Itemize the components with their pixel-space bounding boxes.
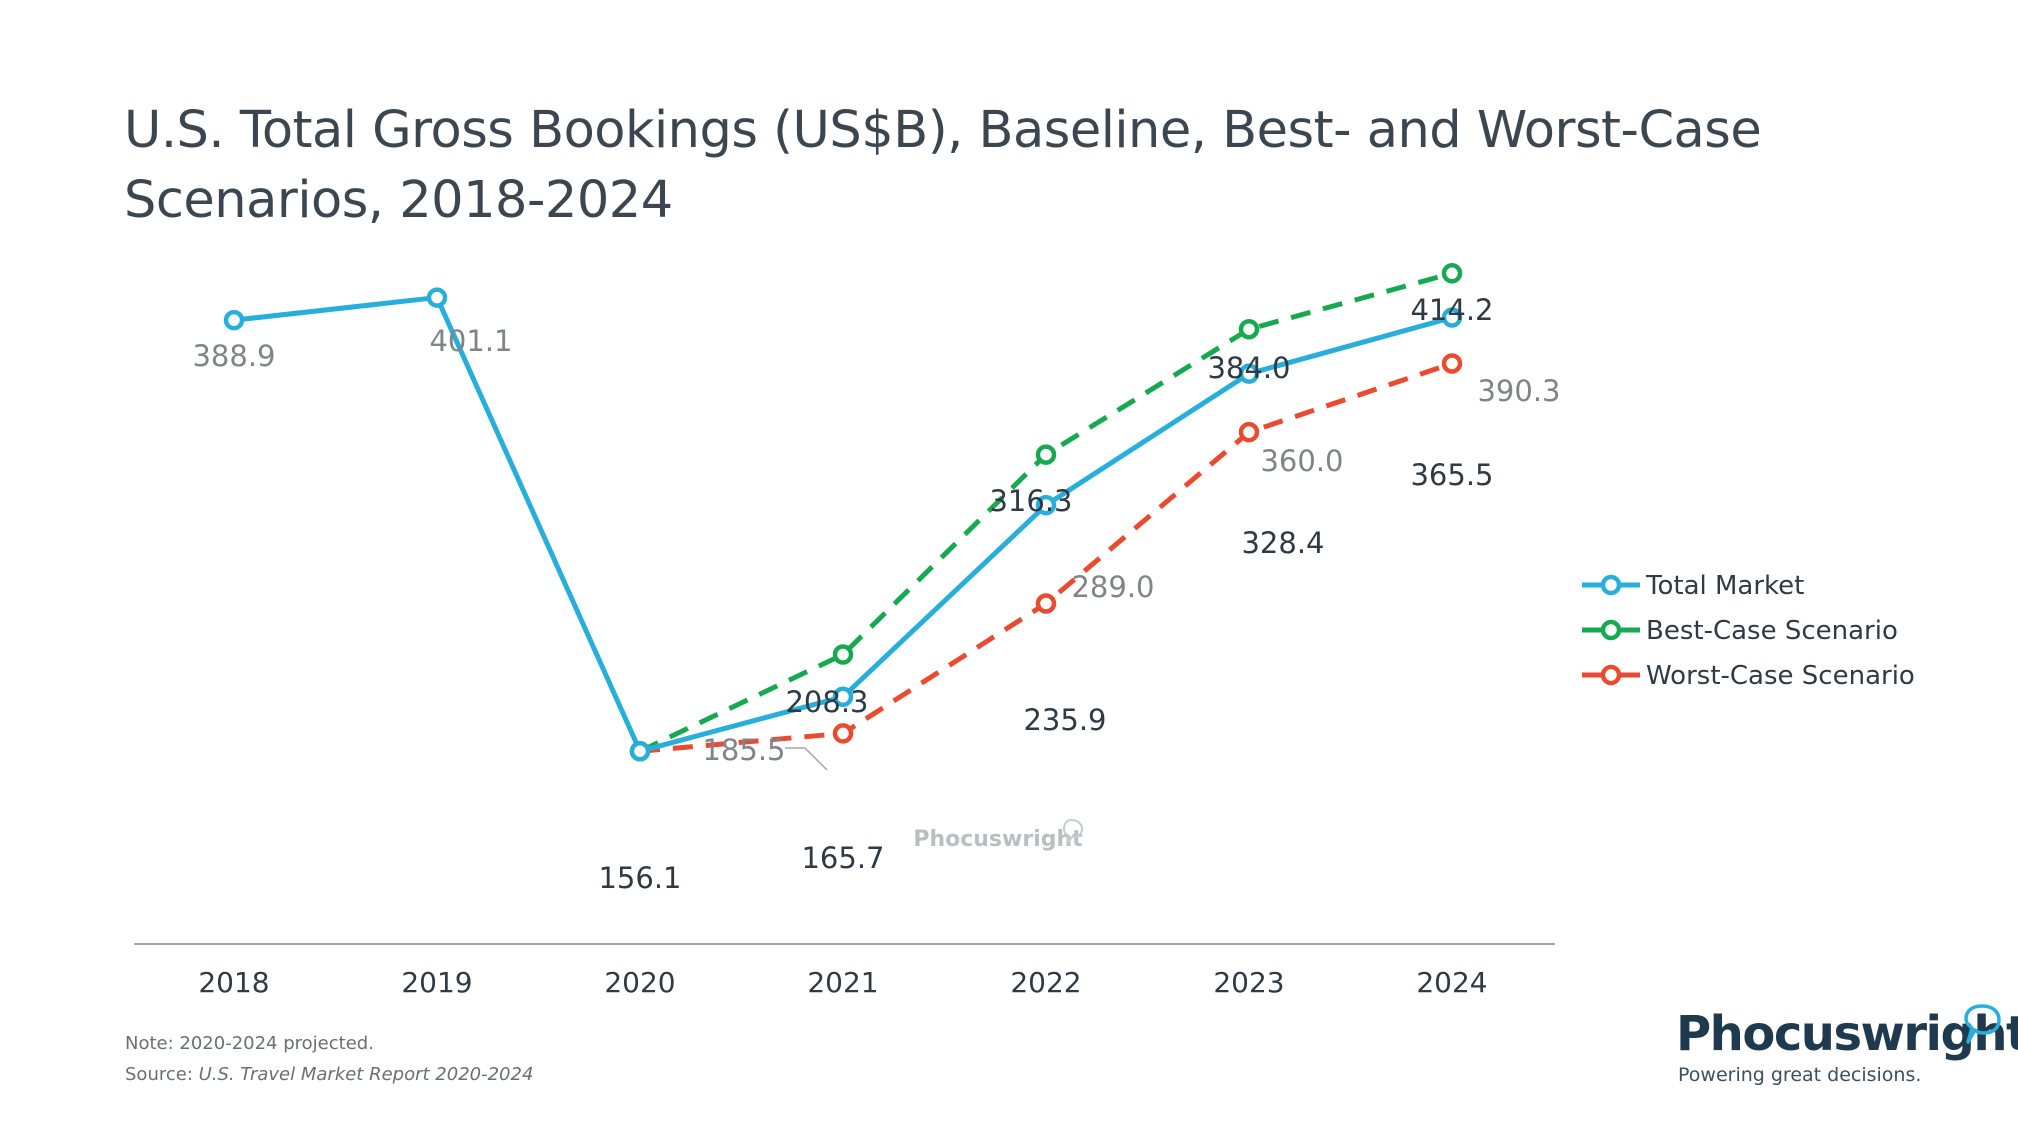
data-point-s2-2022	[1035, 593, 1057, 614]
legend-label-1: Best-Case Scenario	[1646, 616, 1898, 646]
source-prefix: Source:	[125, 1064, 199, 1085]
watermark-bubble-icon	[1062, 818, 1084, 845]
data-label-s2-2021: 165.7	[801, 841, 884, 875]
data-label-s1-2023: 384.0	[1207, 351, 1290, 385]
data-point-s0-2021	[832, 686, 854, 708]
x-tick-label-2020: 2020	[604, 966, 675, 999]
data-label-s1-2024: 414.2	[1410, 293, 1493, 327]
data-point-s2-2024	[1441, 353, 1463, 374]
label-leader-line	[785, 747, 828, 771]
data-label-s1-2022: 316.3	[989, 484, 1072, 518]
data-point-s0-2020	[629, 740, 651, 762]
x-tick-label-2021: 2021	[807, 966, 878, 999]
data-label-s0-2024: 390.3	[1477, 374, 1560, 408]
x-tick-label-2024: 2024	[1416, 966, 1487, 999]
data-label-s1-2021: 208.3	[785, 685, 868, 719]
data-label-s0-2022: 289.0	[1071, 570, 1154, 604]
data-point-s0-2018	[223, 309, 245, 331]
data-label-s2-2024: 365.5	[1410, 458, 1493, 492]
data-point-s0-2019	[426, 287, 448, 308]
data-label-s0-2021: 185.5	[702, 733, 785, 767]
data-label-s0-2023: 360.0	[1260, 444, 1343, 478]
data-label-s0-2019: 401.1	[429, 324, 512, 358]
legend-marker-2	[1600, 664, 1622, 686]
data-point-s2-2023	[1238, 421, 1260, 443]
data-point-s2-2021	[832, 723, 854, 744]
data-point-s1-2023	[1238, 318, 1260, 340]
data-label-s2-2022: 235.9	[1023, 703, 1106, 737]
legend-marker-0	[1600, 574, 1622, 596]
data-point-s0-2022	[1035, 494, 1057, 516]
footer-source: Source: U.S. Travel Market Report 2020-2…	[125, 1064, 533, 1085]
data-point-s1-2024	[1441, 263, 1463, 284]
legend-label-2: Worst-Case Scenario	[1646, 661, 1915, 691]
x-tick-label-2023: 2023	[1213, 966, 1284, 999]
data-label-s0-2018: 388.9	[192, 339, 275, 373]
speech-bubble-icon	[1964, 1004, 2001, 1044]
brand-tagline: Powering great decisions.	[1678, 1064, 1922, 1086]
legend-label-0: Total Market	[1645, 571, 1804, 601]
data-point-s0-2024	[1441, 307, 1463, 328]
footer-note: Note: 2020-2024 projected.	[125, 1033, 374, 1054]
watermark-text: Phocuswright	[913, 827, 1083, 852]
legend-marker-1	[1600, 619, 1622, 641]
data-label-s2-2020: 156.1	[598, 861, 681, 895]
x-tick-label-2018: 2018	[198, 966, 269, 999]
brand-logo: Phocuswright Powering great decisions.	[1676, 1004, 2018, 1096]
data-label-s2-2023: 328.4	[1241, 526, 1324, 560]
data-point-s0-2023	[1238, 363, 1260, 384]
data-point-s1-2021	[832, 644, 854, 665]
chart-title: U.S. Total Gross Bookings (US$B), Baseli…	[124, 101, 1762, 230]
brand-name: Phocuswright	[1676, 1006, 2018, 1062]
source-title: U.S. Travel Market Report 2020-2024	[198, 1064, 534, 1085]
x-tick-label-2019: 2019	[401, 966, 472, 999]
data-point-s1-2022	[1035, 444, 1057, 465]
x-tick-label-2022: 2022	[1010, 966, 1081, 999]
